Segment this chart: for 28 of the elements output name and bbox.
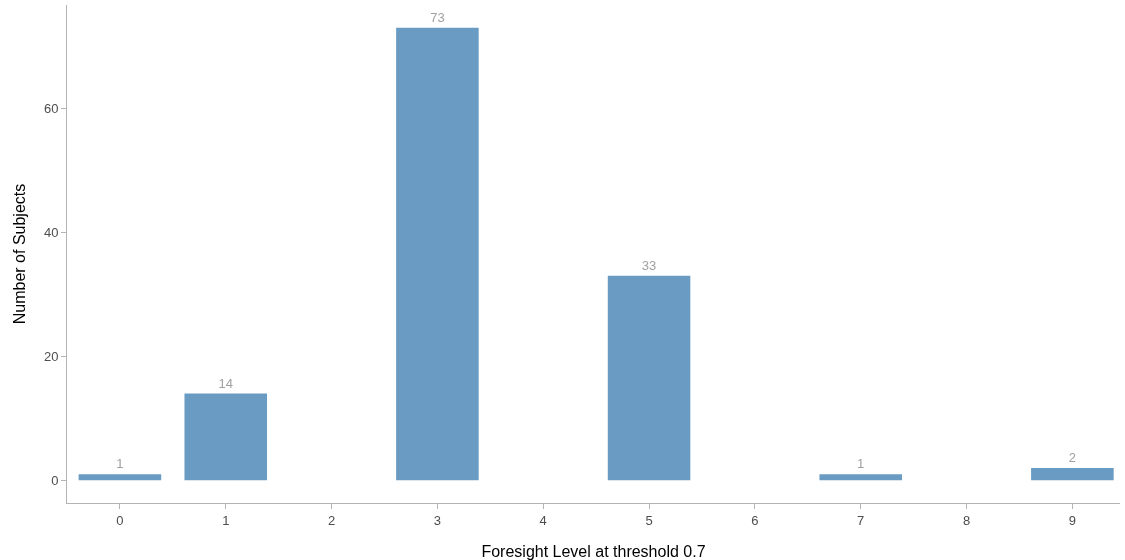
x-tick-label: 6 bbox=[751, 512, 759, 528]
x-tick-label: 8 bbox=[962, 512, 971, 528]
x-axis-title: Foresight Level at threshold 0.7 bbox=[481, 543, 706, 560]
y-tick-label: 20 bbox=[43, 348, 59, 364]
x-tick-label: 0 bbox=[116, 512, 124, 528]
x-tick-label: 3 bbox=[433, 512, 442, 528]
data-label: 33 bbox=[641, 257, 657, 273]
y-tick-label: 40 bbox=[43, 224, 59, 240]
data-label: 1 bbox=[116, 456, 124, 472]
bar bbox=[1031, 467, 1114, 481]
bar bbox=[184, 393, 268, 481]
x-tick-label: 7 bbox=[857, 512, 865, 528]
bar bbox=[607, 275, 691, 481]
x-tick-label: 1 bbox=[222, 512, 230, 528]
y-axis-title: Number of Subjects bbox=[11, 183, 28, 325]
bar bbox=[819, 474, 902, 481]
data-label: 2 bbox=[1068, 449, 1076, 465]
bar bbox=[78, 474, 162, 481]
data-label: 1 bbox=[857, 456, 865, 472]
data-label: 14 bbox=[218, 375, 233, 391]
bar bbox=[396, 27, 479, 481]
data-label: 73 bbox=[430, 9, 445, 25]
x-tick-label: 9 bbox=[1068, 512, 1076, 528]
x-tick-label: 2 bbox=[327, 512, 336, 528]
y-tick-label: 60 bbox=[43, 100, 59, 116]
x-tick-label: 4 bbox=[539, 512, 547, 528]
y-tick-label: 0 bbox=[51, 472, 59, 488]
x-tick-label: 5 bbox=[645, 512, 653, 528]
